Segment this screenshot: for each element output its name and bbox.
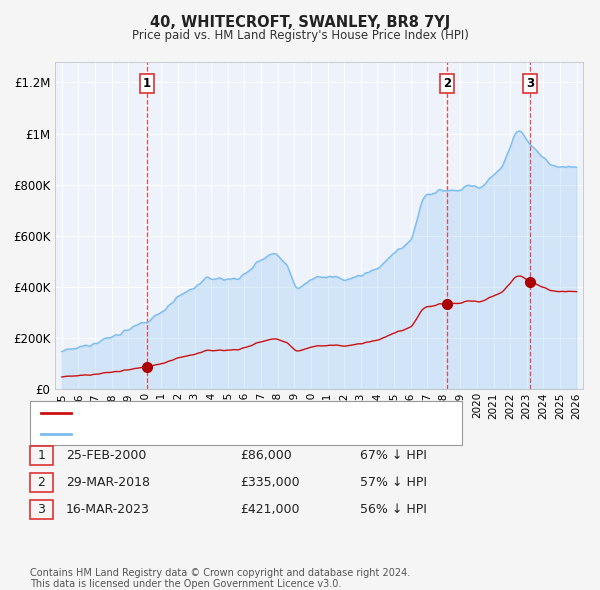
Text: £421,000: £421,000 [240, 503, 299, 516]
Text: 2: 2 [443, 77, 451, 90]
Text: 40, WHITECROFT, SWANLEY, BR8 7YJ (detached house): 40, WHITECROFT, SWANLEY, BR8 7YJ (detach… [77, 408, 384, 418]
Text: 3: 3 [37, 503, 46, 516]
Text: 25-FEB-2000: 25-FEB-2000 [66, 449, 146, 462]
Text: 40, WHITECROFT, SWANLEY, BR8 7YJ: 40, WHITECROFT, SWANLEY, BR8 7YJ [150, 15, 450, 30]
Text: 29-MAR-2018: 29-MAR-2018 [66, 476, 150, 489]
Text: Price paid vs. HM Land Registry's House Price Index (HPI): Price paid vs. HM Land Registry's House … [131, 30, 469, 42]
Text: 1: 1 [143, 77, 151, 90]
Text: 57% ↓ HPI: 57% ↓ HPI [360, 476, 427, 489]
Text: 16-MAR-2023: 16-MAR-2023 [66, 503, 150, 516]
Text: 67% ↓ HPI: 67% ↓ HPI [360, 449, 427, 462]
Text: 1: 1 [37, 449, 46, 462]
Text: HPI: Average price, detached house, Sevenoaks: HPI: Average price, detached house, Seve… [77, 428, 344, 438]
Text: 3: 3 [526, 77, 534, 90]
Text: 56% ↓ HPI: 56% ↓ HPI [360, 503, 427, 516]
Text: 2: 2 [37, 476, 46, 489]
Text: £335,000: £335,000 [240, 476, 299, 489]
Text: Contains HM Land Registry data © Crown copyright and database right 2024.
This d: Contains HM Land Registry data © Crown c… [30, 568, 410, 589]
Text: £86,000: £86,000 [240, 449, 292, 462]
